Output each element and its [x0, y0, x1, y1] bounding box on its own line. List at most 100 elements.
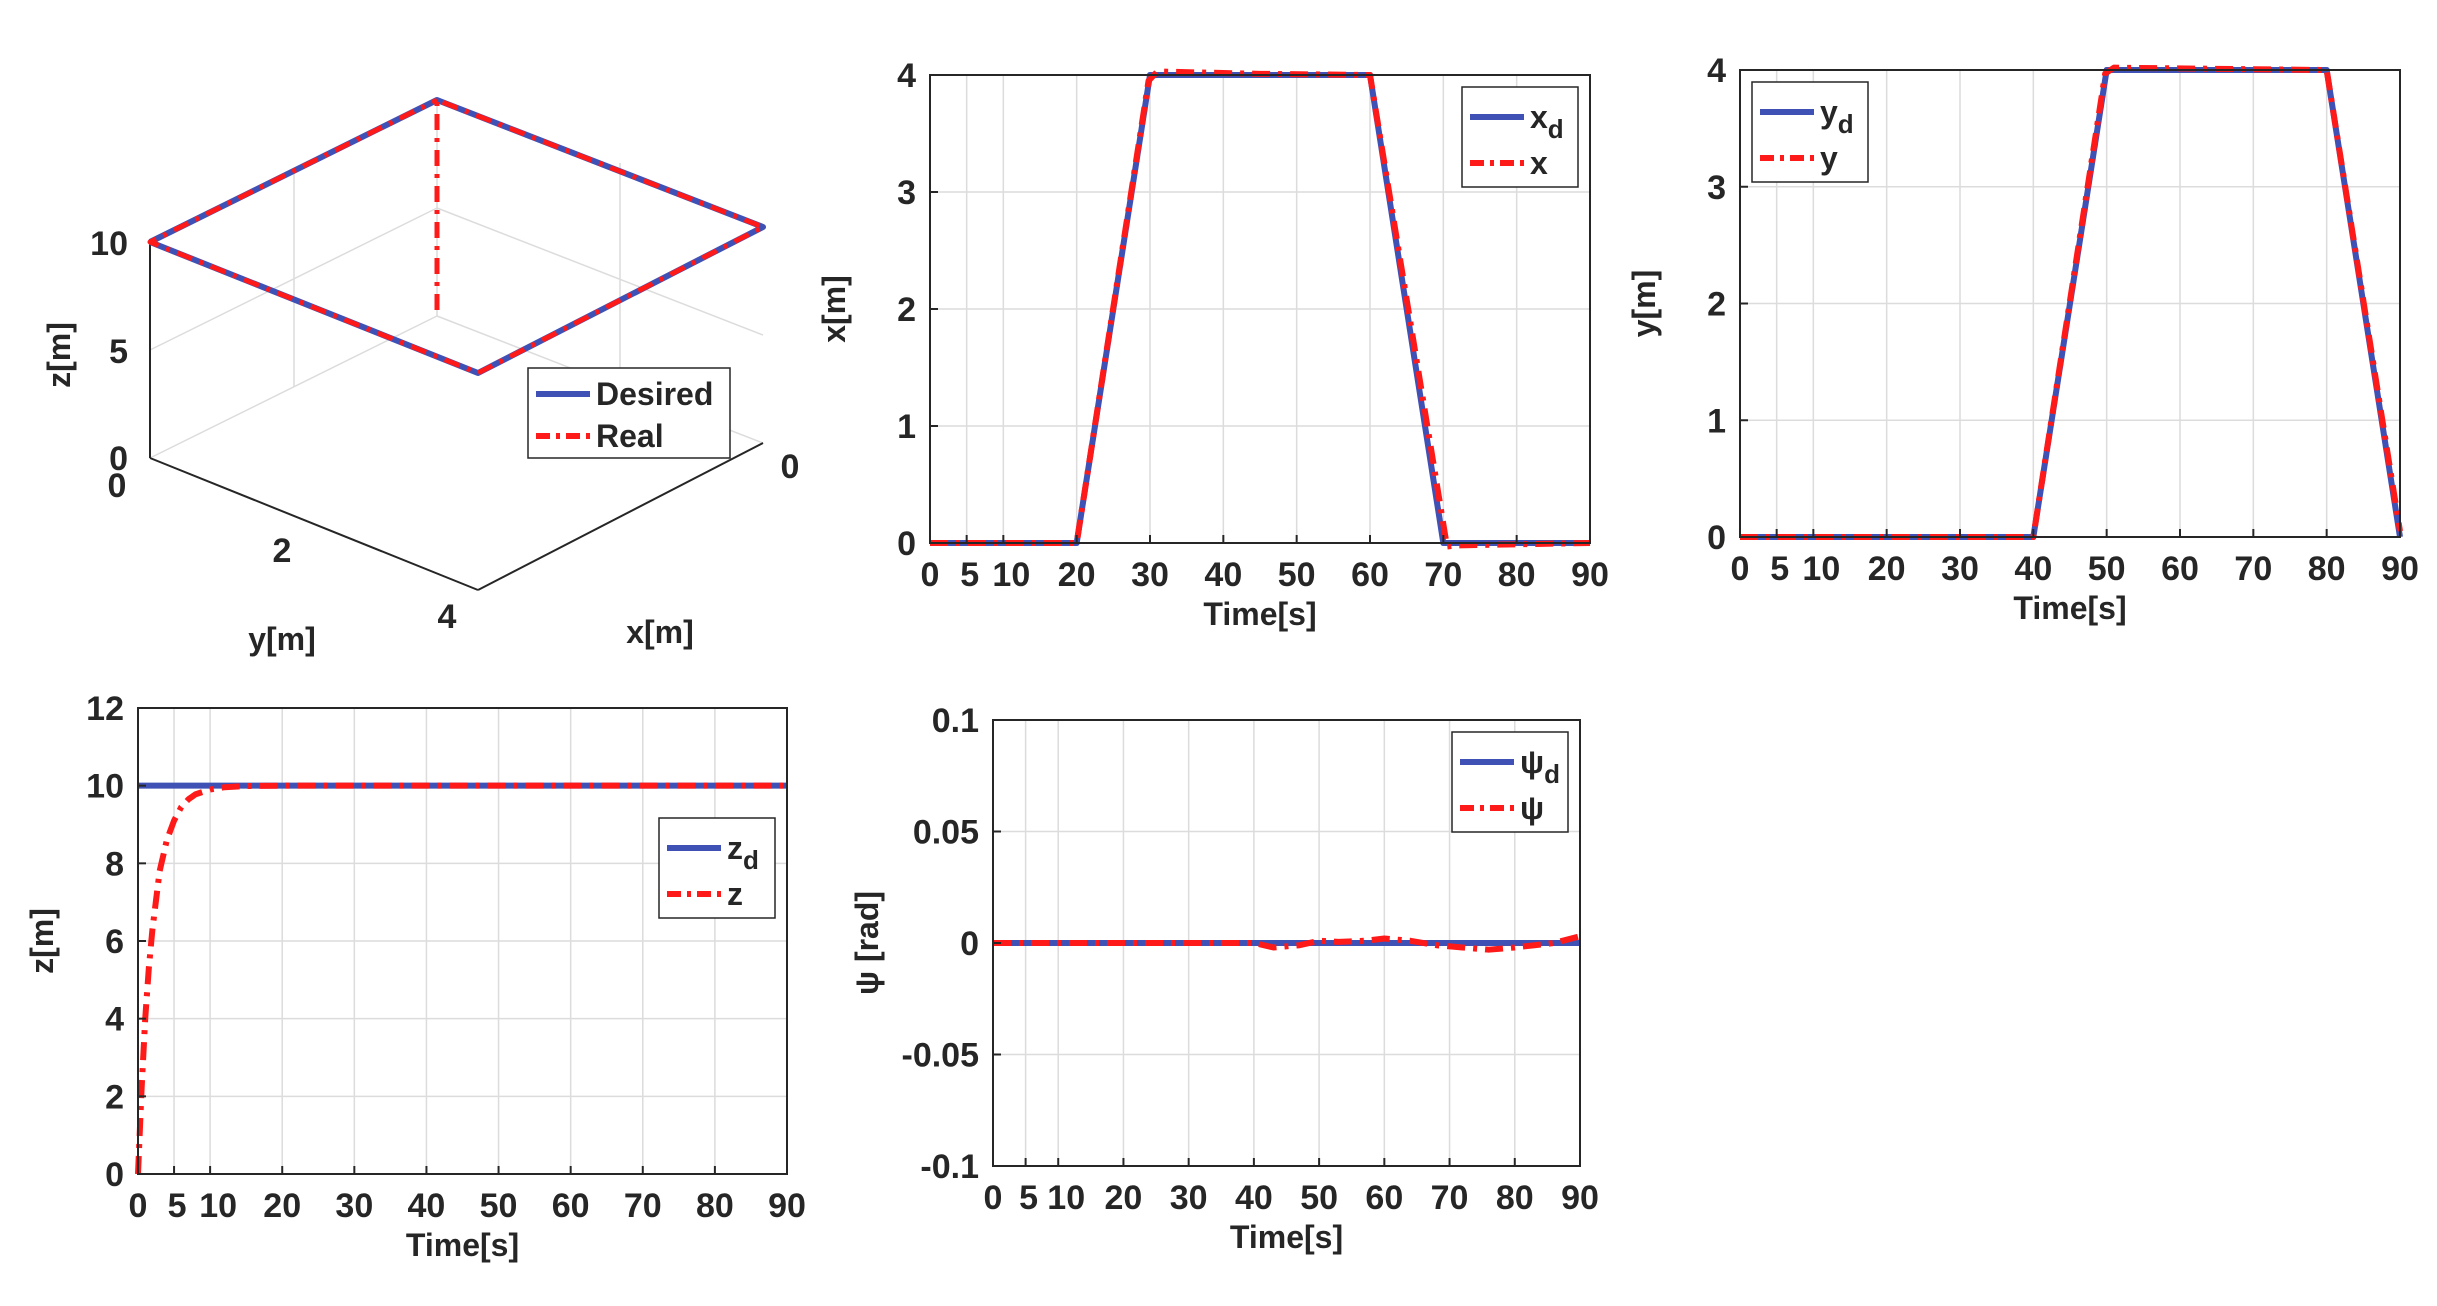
x-tick-label: 30 — [1131, 556, 1169, 594]
z-tick-label: 0 — [109, 440, 128, 478]
x-tick-label: 0 — [129, 1187, 148, 1225]
y-tick-label: -0.1 — [920, 1148, 979, 1186]
x-tick-label: 10 — [1802, 550, 1840, 588]
legend-main: y — [1820, 94, 1838, 130]
y-tick-label: 10 — [86, 768, 124, 806]
x-tick-label: 80 — [696, 1187, 734, 1225]
x-tick-label: 60 — [1351, 556, 1389, 594]
y-tick-label: 2 — [273, 532, 292, 570]
legend-main: z — [727, 830, 743, 866]
y-tick-label: 12 — [86, 690, 124, 728]
y-tick-label: -0.05 — [902, 1037, 980, 1075]
y-tick-label: 1 — [897, 408, 916, 446]
x-tick-label: 80 — [2308, 550, 2346, 588]
legend-box — [527, 367, 731, 459]
x-tick-label: 20 — [1868, 550, 1906, 588]
series-line-psi — [993, 933, 1581, 953]
x-tick-label: 40 — [408, 1187, 446, 1225]
chart-panel-3: 0 5 10 20 30 40 50 60 70 80 90024681012Time[s]z[m]… — [24, 690, 806, 1263]
x-tick-label: 40 — [1204, 556, 1242, 594]
y-tick-label: 3 — [897, 174, 916, 212]
legend-label: ψ — [1520, 790, 1544, 826]
x-tick-label: 40 — [2014, 550, 2052, 588]
x-tick-label: 10 — [992, 556, 1030, 594]
x-tick-label: 70 — [2234, 550, 2272, 588]
x-tick-label: 0 — [1731, 550, 1750, 588]
y-tick-label: 0 — [108, 467, 127, 505]
legend-main: ψ — [1520, 790, 1544, 826]
legend-box — [1451, 731, 1569, 833]
y-tick-label: 2 — [897, 291, 916, 329]
legend-main: z — [727, 876, 743, 912]
legend: xdx — [1461, 86, 1579, 188]
legend-box — [658, 817, 776, 919]
legend-label: Real — [596, 418, 664, 454]
x-tick-label: 90 — [768, 1187, 806, 1225]
x-tick-label: 5 — [168, 1187, 187, 1225]
x-tick-label: 20 — [263, 1187, 301, 1225]
y-tick-label: 8 — [105, 845, 124, 883]
series-line-z — [135, 782, 787, 1175]
x-tick-label: 70 — [1431, 1179, 1469, 1217]
legend-box — [1461, 86, 1579, 188]
y-axis-label: z[m] — [24, 908, 60, 974]
grid-3d — [436, 207, 764, 336]
legend-label: Desired — [596, 376, 713, 412]
y-tick-label: 2 — [105, 1078, 124, 1116]
x-tick-label: 80 — [1498, 556, 1536, 594]
y-axis-label: y[m] — [1626, 270, 1662, 338]
x-tick-label: 30 — [1170, 1179, 1208, 1217]
x-axis — [477, 442, 764, 591]
x-tick-label: 5 — [1019, 1179, 1038, 1217]
y-tick-label: 0 — [1707, 519, 1726, 557]
legend-sub: d — [1548, 114, 1564, 144]
legend-label: z — [727, 876, 743, 912]
x-tick-label: 0 — [921, 556, 940, 594]
y-tick-label: 4 — [897, 57, 916, 95]
legend: ydy — [1751, 81, 1869, 183]
x-tick-label: 50 — [1300, 1179, 1338, 1217]
z-tick-label: 10 — [90, 225, 128, 263]
y-tick-label: 2 — [1707, 286, 1726, 324]
x-tick-label: 0 — [984, 1179, 1003, 1217]
legend-main: y — [1820, 140, 1838, 176]
x-tick-label: 60 — [1365, 1179, 1403, 1217]
x-tick-label: 20 — [1058, 556, 1096, 594]
x-tick-label: 70 — [624, 1187, 662, 1225]
legend-main: ψ — [1520, 744, 1544, 780]
x-tick-label: 30 — [1941, 550, 1979, 588]
y-axis-label: ψ [rad] — [849, 891, 885, 995]
y-axis — [149, 457, 479, 591]
legend-label: x — [1530, 145, 1548, 181]
y-tick-label: 4 — [105, 1001, 124, 1039]
series-line-real — [147, 97, 766, 376]
y-tick-label: 4 — [438, 598, 457, 636]
legend-label: yd — [1820, 94, 1854, 139]
z-axis-label: z[m] — [41, 322, 77, 388]
legend-label: zd — [727, 830, 759, 875]
x-tick-label: 90 — [2381, 550, 2419, 588]
y-axis-label: y[m] — [248, 621, 316, 657]
x-tick-label: 80 — [1496, 1179, 1534, 1217]
x-axis-label: Time[s] — [1203, 596, 1316, 632]
chart-panel-4: 0 5 10 20 30 40 50 60 70 80 90-0.1-0.0500.050.1Tim… — [849, 702, 1599, 1255]
x-tick-label: 0 — [781, 448, 800, 486]
legend-label: xd — [1530, 99, 1564, 144]
x-tick-label: 20 — [1105, 1179, 1143, 1217]
legend: zdz — [658, 817, 776, 919]
legend-label: ψd — [1520, 744, 1560, 789]
y-tick-label: 0.05 — [913, 814, 979, 852]
y-tick-label: 0 — [105, 1156, 124, 1194]
legend-sub: d — [1838, 109, 1854, 139]
legend-main: x — [1530, 145, 1548, 181]
x-tick-label: 90 — [1571, 556, 1609, 594]
y-tick-label: 0.1 — [932, 702, 979, 740]
x-tick-label: 40 — [1235, 1179, 1273, 1217]
x-axis-label: Time[s] — [406, 1227, 519, 1263]
y-tick-label: 3 — [1707, 169, 1726, 207]
y-tick-label: 4 — [1707, 52, 1726, 90]
x-tick-label: 30 — [335, 1187, 373, 1225]
x-tick-label: 90 — [1561, 1179, 1599, 1217]
